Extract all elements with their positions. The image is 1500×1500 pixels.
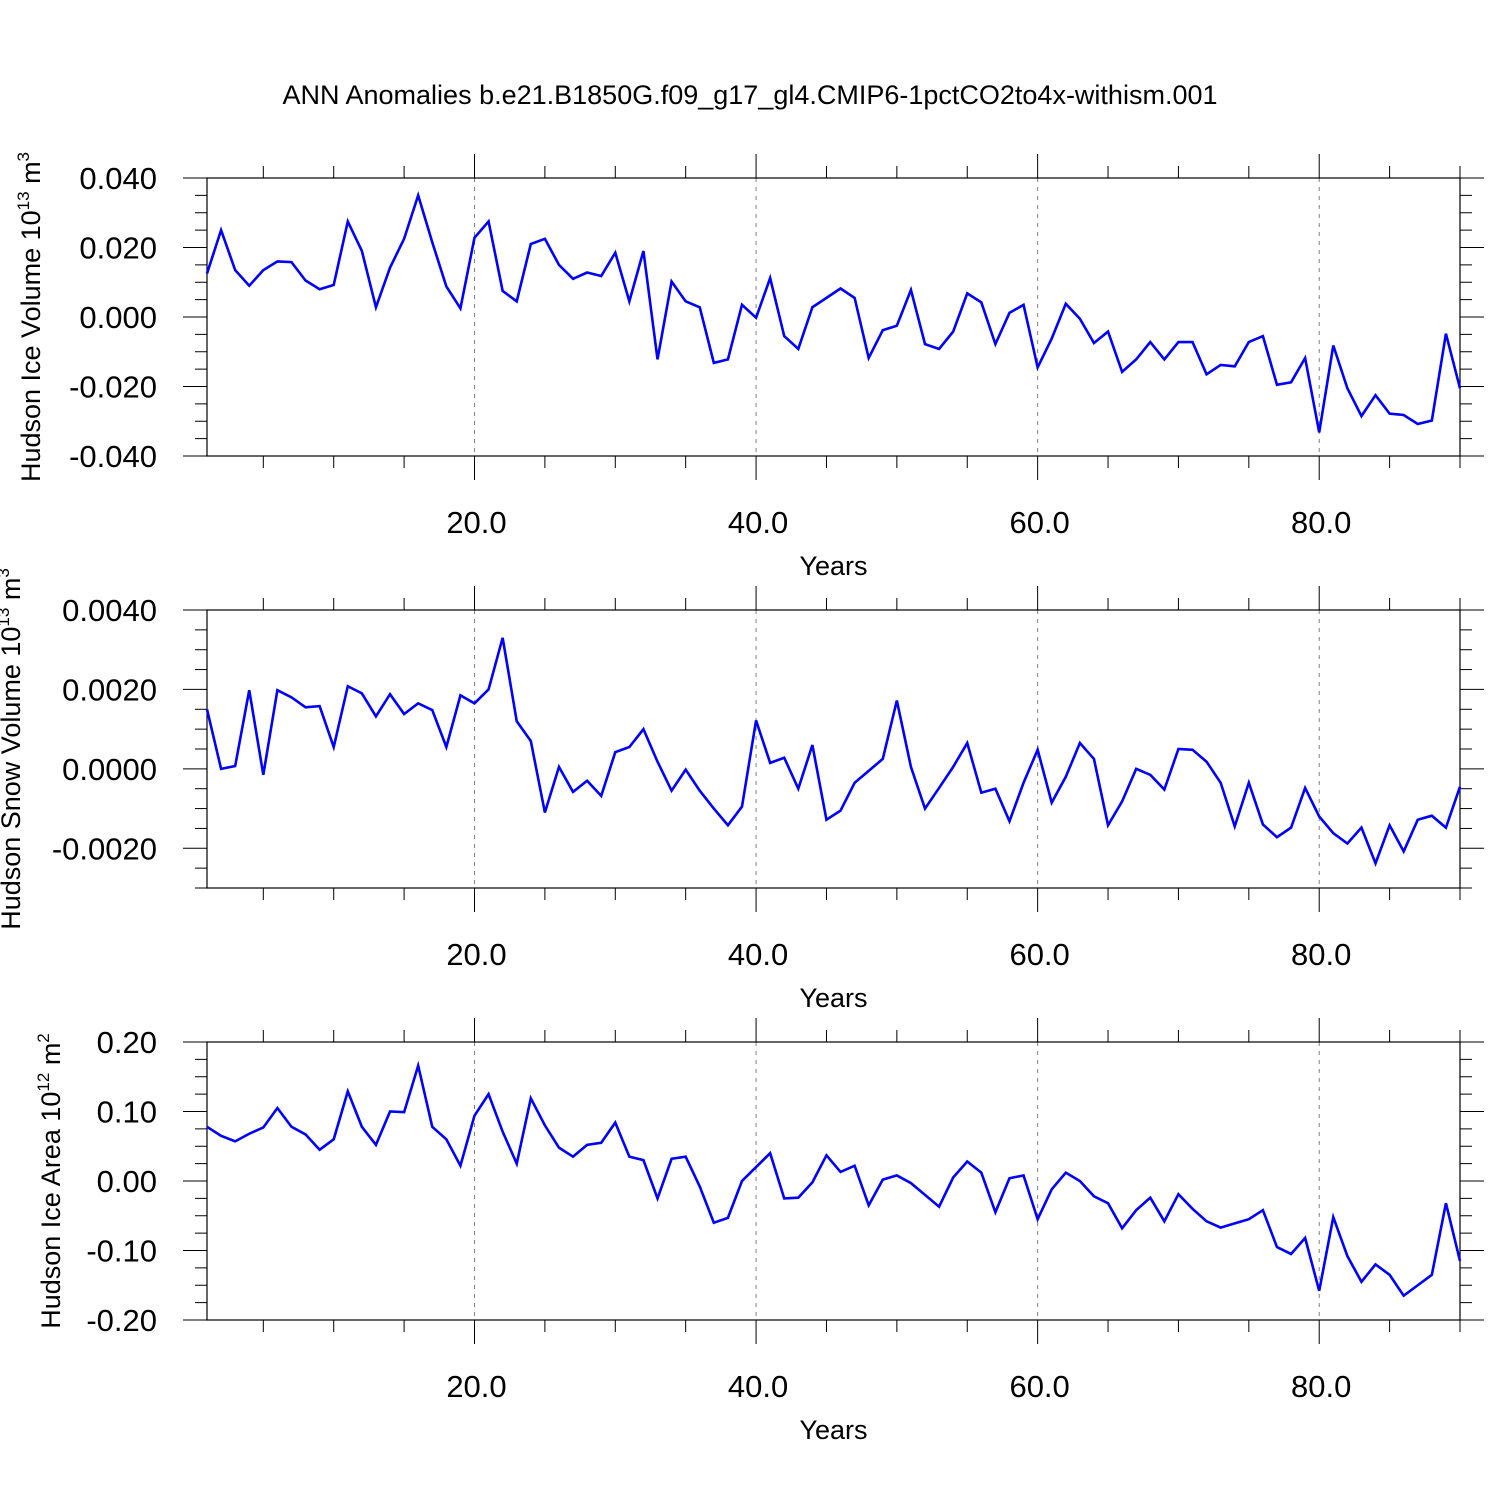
y-axis-label: Hudson Ice Area 1012 m2 xyxy=(34,1033,66,1329)
y-tick-label: 0.000 xyxy=(79,300,157,335)
y-axis-label: Hudson Ice Volume 1013 m3 xyxy=(14,152,46,482)
y-tick-label: 0.00 xyxy=(97,1164,157,1199)
plot-frame xyxy=(206,1041,1461,1321)
x-tick-label: 80.0 xyxy=(1291,1369,1351,1404)
x-tick-label: 60.0 xyxy=(1009,937,1069,972)
x-axis-label: Years xyxy=(799,1415,867,1445)
y-axis-label-part: 12 xyxy=(34,1073,53,1092)
x-axis-label: Years xyxy=(799,983,867,1013)
x-tick-label: 20.0 xyxy=(446,937,506,972)
y-axis-label-part: 3 xyxy=(14,152,33,161)
y-axis-label-part: Hudson Ice Area 10 xyxy=(36,1092,66,1329)
y-tick-label: 0.0020 xyxy=(62,672,157,707)
x-tick-label: 60.0 xyxy=(1009,505,1069,540)
y-axis-label-part: 13 xyxy=(0,608,13,627)
x-tick-label: 80.0 xyxy=(1291,937,1351,972)
y-tick-label: -0.0020 xyxy=(52,831,157,866)
plot-frame xyxy=(206,177,1461,457)
y-axis-label-part: m xyxy=(16,161,46,191)
y-tick-label: 0.10 xyxy=(97,1095,157,1130)
y-tick-label: 0.20 xyxy=(97,1025,157,1060)
series-line xyxy=(205,191,1462,433)
y-tick-label: 0.040 xyxy=(79,161,157,196)
x-tick-label: 20.0 xyxy=(446,1369,506,1404)
y-axis-label-part: 13 xyxy=(14,191,33,210)
y-axis-label-part: Hudson Snow Volume 10 xyxy=(0,627,26,930)
panel-1: -0.040 -0.020 0.000 0.020 0.040 20.0 40.0 60.0 8… xyxy=(14,152,1484,581)
x-tick-label: 40.0 xyxy=(728,505,788,540)
x-tick-label: 80.0 xyxy=(1291,505,1351,540)
y-axis-label-part: Hudson Ice Volume 10 xyxy=(16,210,46,482)
x-tick-label: 40.0 xyxy=(728,1369,788,1404)
y-axis-label-part: 3 xyxy=(0,568,13,577)
y-tick-label: 0.0000 xyxy=(62,752,157,787)
x-tick-label: 20.0 xyxy=(446,505,506,540)
x-tick-label: 60.0 xyxy=(1009,1369,1069,1404)
plot-frame xyxy=(206,609,1461,889)
y-tick-label: -0.10 xyxy=(86,1234,157,1269)
series-line xyxy=(206,1060,1462,1298)
y-axis-label-part: m xyxy=(0,578,26,608)
series-line xyxy=(205,637,1462,868)
y-tick-label: -0.040 xyxy=(69,439,157,474)
x-axis-label: Years xyxy=(799,551,867,581)
y-axis-label-part: 2 xyxy=(34,1033,53,1042)
y-tick-label: 0.0040 xyxy=(62,593,157,628)
chart-title: ANN Anomalies b.e21.B1850G.f09_g17_gl4.C… xyxy=(282,80,1218,110)
panel-3: -0.20 -0.10 0.00 0.10 0.20 20.0 40.0 60.0 80.0 Ye… xyxy=(34,1018,1484,1445)
y-tick-label: 0.020 xyxy=(79,231,157,266)
panel-2: -0.0020 0.0000 0.0020 0.0040 20.0 40.0 60.0 80.… xyxy=(0,568,1484,1013)
y-tick-label: -0.20 xyxy=(86,1303,157,1338)
y-axis-label: Hudson Snow Volume 1013 m3 xyxy=(0,568,26,930)
y-axis-label-part: m xyxy=(36,1043,66,1073)
y-tick-label: -0.020 xyxy=(69,370,157,405)
x-tick-label: 40.0 xyxy=(728,937,788,972)
